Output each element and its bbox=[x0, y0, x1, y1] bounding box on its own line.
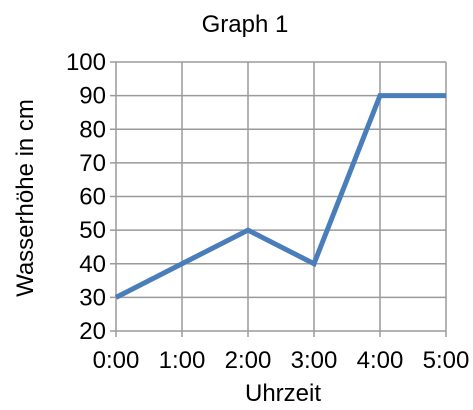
x-tick-label: 3:00 bbox=[291, 347, 338, 374]
y-tick-label: 50 bbox=[79, 217, 106, 244]
y-tick-label: 40 bbox=[79, 251, 106, 278]
grid bbox=[115, 61, 447, 332]
x-tick-label: 4:00 bbox=[357, 347, 404, 374]
x-tick-label: 0:00 bbox=[93, 347, 140, 374]
y-axis-ticks: 20 30 40 50 60 70 80 90 100 bbox=[66, 49, 116, 345]
series-layer bbox=[114, 93, 446, 300]
y-tick-label: 70 bbox=[79, 150, 106, 177]
chart-title: Graph 1 bbox=[202, 11, 289, 38]
x-tick-label: 2:00 bbox=[225, 347, 272, 374]
y-tick-label: 20 bbox=[79, 318, 106, 345]
x-axis-title: Uhrzeit bbox=[245, 380, 321, 407]
x-tick-label: 5:00 bbox=[423, 347, 470, 374]
series-line bbox=[114, 93, 446, 300]
x-tick-label: 1:00 bbox=[159, 347, 206, 374]
x-axis-ticks: 0:00 1:00 2:00 3:00 4:00 5:00 bbox=[93, 331, 470, 374]
y-tick-label: 80 bbox=[79, 116, 106, 143]
y-axis-title: Wasserhöhe in cm bbox=[12, 99, 39, 297]
y-tick-label: 60 bbox=[79, 184, 106, 211]
y-tick-label: 90 bbox=[79, 83, 106, 110]
y-tick-label: 100 bbox=[66, 49, 106, 76]
y-tick-label: 30 bbox=[79, 284, 106, 311]
